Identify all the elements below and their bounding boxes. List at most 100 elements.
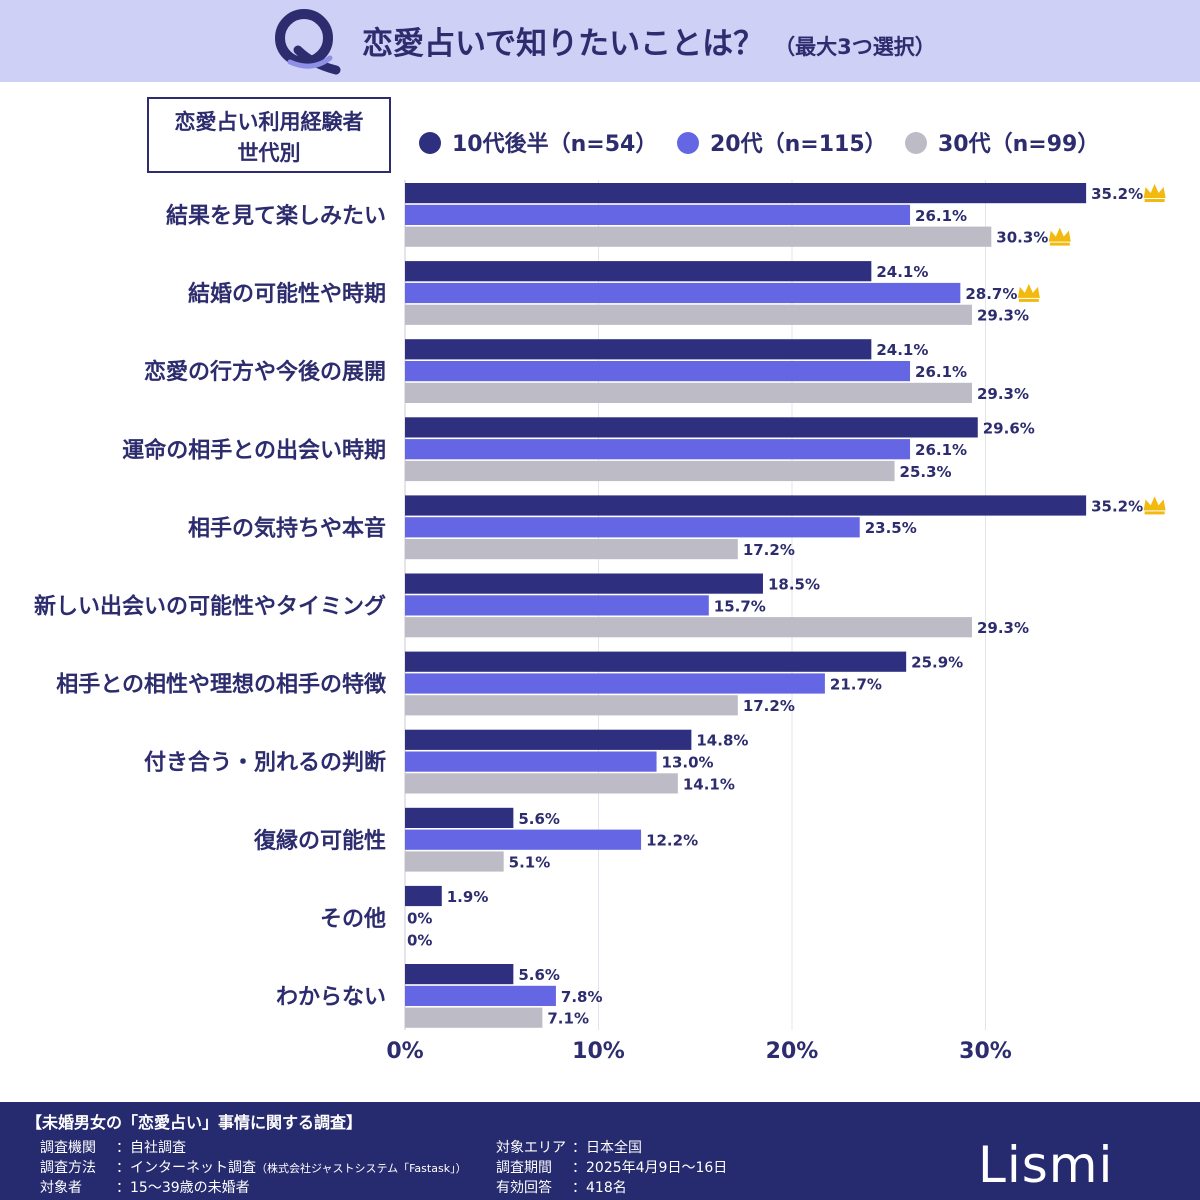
bar (405, 573, 763, 594)
bar (405, 964, 514, 985)
value-label: 5.6% (518, 966, 560, 984)
category-label: 恋愛の行方や今後の展開 (144, 359, 386, 385)
bar (405, 183, 1087, 204)
value-label: 29.3% (977, 619, 1029, 637)
bar (405, 417, 978, 438)
meta-target: 対象者 ：15〜39歳の未婚者 (40, 1177, 250, 1197)
meta-key: 調査方法 (40, 1160, 96, 1176)
bar (405, 204, 911, 225)
category-labels: 結果を見て楽しみたい結婚の可能性や時期恋愛の行方や今後の展開運命の相手との出会い… (34, 203, 387, 1010)
meta-value: ：日本全国 (572, 1140, 642, 1156)
meta-value: ：2025年4月9日〜16日 (572, 1160, 728, 1176)
bar (405, 751, 657, 772)
value-label: 14.8% (696, 732, 748, 750)
bar (405, 261, 872, 282)
value-label: 25.3% (900, 463, 952, 481)
bar (405, 807, 514, 828)
crown-icon (1143, 184, 1166, 202)
value-label: 24.1% (876, 341, 928, 359)
bar (405, 651, 907, 672)
category-label: 結婚の可能性や時期 (188, 281, 386, 307)
meta-key: 調査機関 (40, 1140, 96, 1156)
bar (405, 773, 678, 794)
value-label: 1.9% (447, 888, 489, 906)
legend-box (147, 97, 391, 173)
q-letter-icon (275, 9, 341, 75)
bars (405, 183, 1087, 1028)
crown-icon (1048, 227, 1071, 246)
bar (405, 382, 972, 403)
legend-marker (677, 132, 699, 154)
value-label: 35.2% (1091, 497, 1143, 515)
value-label: 35.2% (1091, 185, 1143, 203)
survey-title: 【未婚男女の「恋愛占い」事情に関する調査】 (26, 1113, 363, 1132)
question-note: （最大3つ選択） (774, 35, 936, 59)
value-label: 7.8% (561, 988, 603, 1006)
value-label: 29.3% (977, 385, 1029, 403)
value-label: 26.1% (915, 441, 967, 459)
x-tick-label: 0% (386, 1039, 423, 1064)
meta-value: ：自社調査 (116, 1140, 186, 1156)
bar (405, 517, 860, 538)
value-label: 15.7% (714, 597, 766, 615)
value-label: 29.6% (983, 419, 1035, 437)
value-label: 29.3% (977, 307, 1029, 325)
meta-key: 対象エリア (496, 1140, 566, 1156)
value-label: 26.1% (915, 207, 967, 225)
legend-box-line2: 世代別 (238, 141, 301, 165)
brand-logo: Lismi (978, 1136, 1114, 1194)
value-label: 17.2% (743, 697, 795, 715)
category-label: 相手との相性や理想の相手の特徴 (56, 672, 387, 698)
bar (405, 495, 1087, 516)
meta-value-note: （株式会社ジャストシステム「Fastask」） (256, 1162, 467, 1175)
meta-responses: 有効回答 ：418名 (496, 1177, 627, 1197)
value-label: 23.5% (865, 519, 917, 537)
meta-area: 対象エリア ：日本全国 (496, 1137, 642, 1157)
crown-icon (1143, 496, 1166, 515)
legend-label: 20代（n=115） (710, 132, 887, 157)
category-label: 運命の相手との出会い時期 (122, 437, 386, 463)
category-label: 結果を見て楽しみたい (166, 203, 386, 229)
value-label: 30.3% (996, 229, 1048, 247)
value-label: 5.1% (509, 853, 551, 871)
bar-chart: 恋愛占い利用経験者 世代別 10代後半（n=54） 20代（n=115） 30代（n… (34, 97, 1166, 1064)
value-label: 0% (407, 932, 432, 950)
meta-method: 調査方法 ：インターネット調査（株式会社ジャストシステム「Fastask」） (40, 1157, 467, 1177)
category-label: 付き合う・別れるの判断 (144, 750, 386, 776)
legend-label: 30代（n=99） (938, 132, 1099, 157)
question-text: 恋愛占いで知りたいことは？ (362, 26, 765, 62)
bar (405, 339, 872, 360)
value-label: 17.2% (743, 541, 795, 559)
value-label: 5.6% (518, 810, 560, 828)
meta-key: 対象者 (40, 1180, 82, 1196)
value-label: 24.1% (876, 263, 928, 281)
legend-box-line1: 恋愛占い利用経験者 (175, 110, 364, 134)
meta-key: 有効回答 (496, 1180, 552, 1196)
meta-value: ：418名 (572, 1180, 627, 1196)
category-label: 復縁の可能性 (253, 828, 386, 854)
x-tick-label: 30% (959, 1039, 1012, 1064)
legend-marker (905, 132, 927, 154)
legend-label: 10代後半（n=54） (452, 131, 657, 157)
bar (405, 539, 738, 560)
bar (405, 439, 911, 460)
legend-marker (419, 132, 441, 154)
value-label: 14.1% (683, 775, 735, 793)
bar (405, 695, 738, 716)
bar (405, 595, 709, 616)
bar (405, 829, 642, 850)
x-axis-ticks: 0% 10% 20% 30% (386, 1039, 1012, 1064)
value-label: 13.0% (662, 754, 714, 772)
category-label: 相手の気持ちや本音 (188, 515, 386, 541)
bar (405, 885, 442, 907)
survey-footer: 【未婚男女の「恋愛占い」事情に関する調査】 調査機関 ：自社調査 調査方法 ：インタ… (0, 1102, 1200, 1200)
question-title: 恋愛占いで知りたいことは？ （最大3つ選択） (362, 18, 936, 63)
bar (405, 282, 961, 304)
bar (405, 729, 692, 750)
meta-key: 調査期間 (496, 1160, 552, 1176)
x-tick-label: 10% (572, 1039, 625, 1064)
value-label: 7.1% (547, 1010, 589, 1028)
meta-value: ：インターネット調査 (116, 1160, 256, 1176)
category-label: わからない (276, 985, 386, 1010)
value-label: 12.2% (646, 832, 698, 850)
